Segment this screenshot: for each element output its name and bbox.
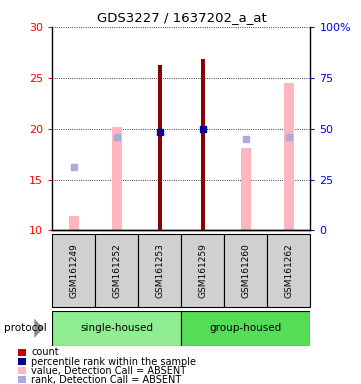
- Bar: [52, 234, 95, 307]
- Bar: [18, 367, 26, 374]
- Bar: [95, 234, 138, 307]
- Text: GSM161249: GSM161249: [69, 243, 78, 298]
- Bar: [18, 349, 26, 356]
- Bar: [201, 60, 205, 230]
- Text: value, Detection Call = ABSENT: value, Detection Call = ABSENT: [31, 366, 187, 376]
- Text: rank, Detection Call = ABSENT: rank, Detection Call = ABSENT: [31, 375, 182, 384]
- Text: group-housed: group-housed: [210, 323, 282, 333]
- Bar: [181, 234, 225, 307]
- Bar: [284, 83, 294, 230]
- Bar: [69, 216, 79, 230]
- Text: GSM161252: GSM161252: [112, 243, 121, 298]
- Text: GSM161260: GSM161260: [242, 243, 251, 298]
- Text: GSM161262: GSM161262: [284, 243, 293, 298]
- Bar: [18, 376, 26, 383]
- Bar: [181, 311, 310, 346]
- Text: GSM161259: GSM161259: [199, 243, 208, 298]
- Bar: [225, 234, 268, 307]
- Bar: [112, 127, 122, 230]
- Text: GSM161253: GSM161253: [155, 243, 164, 298]
- Text: protocol: protocol: [4, 323, 46, 333]
- Text: count: count: [31, 348, 59, 358]
- Bar: [138, 234, 181, 307]
- Bar: [241, 148, 251, 230]
- Polygon shape: [34, 319, 43, 338]
- Bar: [158, 65, 162, 230]
- Text: single-housed: single-housed: [81, 323, 153, 333]
- Bar: [18, 358, 26, 365]
- Bar: [268, 234, 310, 307]
- Bar: [52, 311, 182, 346]
- Text: percentile rank within the sample: percentile rank within the sample: [31, 357, 196, 367]
- Title: GDS3227 / 1637202_a_at: GDS3227 / 1637202_a_at: [96, 11, 266, 24]
